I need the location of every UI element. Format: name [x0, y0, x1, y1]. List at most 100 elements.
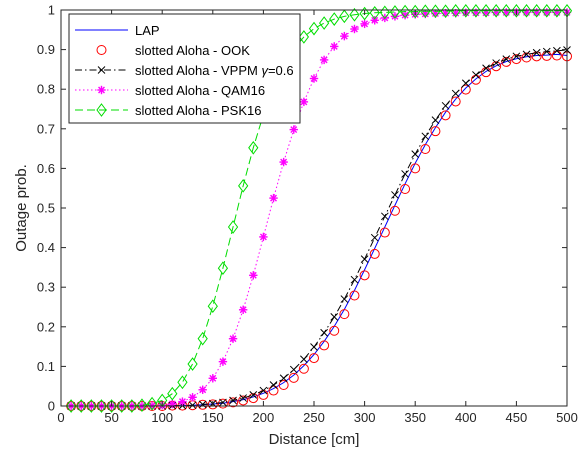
x-star-stroke [421, 132, 430, 141]
data-point [207, 299, 218, 314]
x-star-stroke [239, 394, 248, 402]
diamond-marker-shape [167, 386, 178, 401]
circle-marker-shape [298, 363, 309, 374]
series-line [71, 10, 567, 407]
data-point [431, 116, 440, 124]
data-point [553, 46, 561, 55]
data-point [440, 110, 451, 121]
data-point [300, 355, 308, 364]
diamond-marker-shape [248, 140, 259, 155]
x-star-stroke [522, 50, 531, 59]
x-star-stroke [542, 47, 551, 56]
x-axis-label: Distance [cm] [269, 431, 360, 448]
diamond-marker-shape [96, 399, 107, 413]
data-point [360, 19, 369, 29]
legend-label-vppm: slotted Aloha - VPPM γ=0.6 [135, 63, 294, 78]
data-point [217, 261, 229, 276]
data-point [430, 126, 441, 137]
circle-marker-shape [339, 309, 350, 320]
diamond-marker-shape [298, 30, 310, 44]
y-tick-label: 0.8 [37, 82, 55, 97]
data-point [269, 381, 278, 389]
data-point [289, 365, 298, 374]
diamond-marker-shape [470, 3, 482, 18]
data-point [268, 385, 279, 396]
data-point [380, 212, 389, 221]
diamond-marker-shape [96, 103, 107, 117]
legend-sample-marker [97, 66, 106, 74]
circle-marker-shape [349, 290, 360, 301]
x-star-stroke [269, 381, 278, 389]
data-point [330, 313, 339, 321]
data-point [248, 140, 259, 155]
x-tick-label: 150 [202, 410, 224, 425]
x-tick-label: 250 [303, 410, 325, 425]
data-point [512, 52, 521, 61]
data-point [421, 132, 430, 141]
diamond-marker-shape [227, 220, 239, 234]
diamond-marker-shape [551, 3, 563, 18]
data-point [501, 3, 512, 18]
data-point [309, 74, 319, 83]
data-point [136, 398, 148, 413]
diamond-marker-shape [440, 4, 451, 19]
diamond-marker-shape [349, 7, 360, 22]
data-point [248, 393, 259, 404]
diamond-marker-shape [329, 12, 340, 26]
data-point [249, 271, 258, 280]
diamond-marker-shape [511, 3, 522, 18]
legend-label-ook: slotted Aloha - OOK [135, 43, 250, 58]
data-point [298, 363, 309, 374]
data-point [451, 89, 460, 98]
data-point [228, 397, 239, 408]
x-star-stroke [411, 150, 420, 158]
data-point [197, 331, 208, 346]
circle-marker-shape [238, 395, 249, 406]
data-point [360, 255, 369, 263]
circle-marker-shape [268, 385, 279, 396]
x-star-stroke [391, 191, 399, 199]
data-point [146, 396, 158, 411]
data-point [349, 290, 360, 301]
data-point [96, 399, 107, 413]
data-point [511, 3, 522, 18]
x-tick-label: 350 [404, 410, 426, 425]
data-point [492, 59, 501, 67]
diamond-marker-shape [116, 399, 127, 413]
data-point [269, 193, 278, 203]
diamond-marker-shape [430, 4, 441, 19]
diamond-marker-shape [420, 4, 431, 19]
data-point [370, 233, 379, 242]
x-star-stroke [229, 396, 237, 405]
x-star-stroke [219, 398, 227, 407]
data-point [249, 391, 258, 399]
x-tick-label: 200 [253, 410, 275, 425]
circle-marker-shape [217, 398, 228, 409]
data-point [318, 16, 330, 30]
data-point [178, 397, 187, 406]
data-point [470, 3, 482, 18]
circle-marker-shape [248, 393, 259, 404]
x-star-stroke [492, 59, 501, 67]
data-point [187, 357, 198, 371]
legend-label-lap: LAP [135, 23, 160, 38]
x-star-stroke [310, 343, 318, 351]
data-point [511, 54, 522, 65]
data-point [350, 275, 359, 284]
data-point [330, 42, 339, 51]
data-point [391, 191, 399, 199]
x-tick-label: 50 [104, 410, 118, 425]
y-axis-label: Outage prob. [13, 164, 30, 252]
data-point [229, 396, 237, 405]
diamond-marker-shape [359, 6, 370, 21]
x-tick-label: 100 [151, 410, 173, 425]
legend-label-qam16: slotted Aloha - QAM16 [135, 83, 265, 98]
data-point [217, 398, 228, 409]
y-tick-label: 0.9 [37, 42, 55, 57]
data-point [430, 4, 441, 19]
data-point [450, 3, 461, 18]
data-point [521, 3, 532, 18]
x-star-stroke [97, 66, 106, 74]
x-star-stroke [451, 89, 460, 98]
